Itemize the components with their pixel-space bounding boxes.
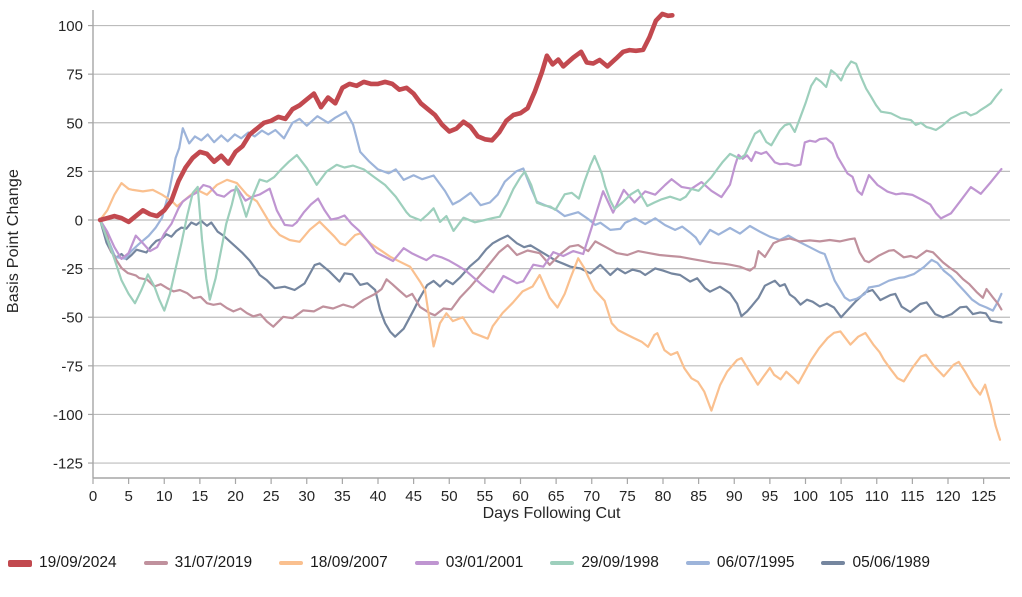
x-axis-title: Days Following Cut bbox=[482, 505, 621, 522]
x-tick-label: 85 bbox=[690, 488, 707, 505]
y-tick-label: 0 bbox=[75, 213, 83, 230]
x-tick-label: 70 bbox=[583, 488, 600, 505]
chart-legend: 19/09/2024 31/07/2019 18/09/2007 03/01/2001… bbox=[8, 554, 1022, 572]
legend-swatch-icon bbox=[550, 561, 575, 565]
legend-label: 31/07/2019 bbox=[174, 554, 253, 571]
legend-item-18/09/2007: 18/09/2007 bbox=[279, 554, 388, 572]
x-tick-label: 120 bbox=[935, 488, 960, 505]
legend-swatch-icon bbox=[414, 561, 439, 565]
legend-swatch-icon bbox=[279, 561, 304, 565]
x-tick-label: 75 bbox=[619, 488, 636, 505]
y-axis-tick-labels: 100 75 50 25 0 -25 -50 -75 -100 -125 bbox=[53, 18, 83, 472]
x-tick-label: 65 bbox=[548, 488, 565, 505]
x-tick-label: 105 bbox=[829, 488, 854, 505]
series-line-29/09/1998 bbox=[98, 60, 1003, 312]
x-tick-label: 20 bbox=[227, 488, 244, 505]
y-tick-label: -125 bbox=[53, 456, 83, 473]
x-tick-label: 45 bbox=[405, 488, 422, 505]
legend-label: 19/09/2024 bbox=[39, 554, 117, 571]
series-line-19/09/2024 bbox=[97, 11, 675, 225]
x-tick-label: 5 bbox=[124, 488, 132, 505]
x-tick-label: 110 bbox=[865, 488, 889, 505]
legend-item-31/07/2019: 31/07/2019 bbox=[143, 554, 253, 572]
legend-label: 05/06/1989 bbox=[852, 554, 931, 571]
x-tick-label: 25 bbox=[263, 488, 280, 505]
x-tick-label: 90 bbox=[726, 488, 743, 505]
y-tick-label: -25 bbox=[61, 261, 83, 278]
y-tick-label: 75 bbox=[66, 67, 83, 84]
x-axis-tick-labels: 0 5 10 15 20 25 30 35 40 45 50 55 60 65 70 75 80 85 90 95 10… bbox=[89, 488, 996, 505]
y-tick-label: -50 bbox=[61, 310, 83, 327]
x-tick-label: 10 bbox=[156, 488, 173, 505]
x-tick-label: 80 bbox=[655, 488, 672, 505]
x-tick-label: 115 bbox=[900, 488, 924, 505]
x-tick-label: 35 bbox=[334, 488, 351, 505]
legend-item-05/06/1989: 05/06/1989 bbox=[821, 554, 930, 572]
legend-label: 03/01/2001 bbox=[445, 554, 524, 571]
axes bbox=[92, 10, 1010, 484]
line-chart-plot: 100 75 50 25 0 -25 -50 -75 -100 -125 0 5 10 15 20 25 30 3… bbox=[53, 10, 1010, 505]
x-tick-label: 40 bbox=[370, 488, 387, 505]
legend-item-19/09/2024: 19/09/2024 bbox=[8, 554, 117, 572]
x-tick-label: 60 bbox=[512, 488, 529, 505]
legend-label: 29/09/1998 bbox=[581, 554, 659, 571]
series-line-03/01/2001 bbox=[98, 137, 1003, 294]
legend-swatch-icon bbox=[685, 561, 710, 565]
series-line-31/07/2019 bbox=[98, 218, 1003, 328]
legend-item-06/07/1995: 06/07/1995 bbox=[685, 554, 795, 572]
series-line-05/06/1989 bbox=[98, 218, 1003, 338]
y-tick-label: 50 bbox=[66, 115, 83, 132]
legend-label: 06/07/1995 bbox=[716, 554, 795, 571]
x-tick-label: 55 bbox=[477, 488, 494, 505]
x-tick-label: 125 bbox=[971, 488, 996, 505]
gridlines bbox=[88, 24, 1010, 464]
x-tick-label: 0 bbox=[89, 488, 97, 505]
series-line-18/09/2007 bbox=[98, 178, 1002, 441]
x-tick-label: 30 bbox=[298, 488, 315, 505]
legend-swatch-icon bbox=[821, 561, 846, 565]
series-line-06/07/1995 bbox=[98, 110, 1003, 312]
x-tick-label: 50 bbox=[441, 488, 458, 505]
legend-item-03/01/2001: 03/01/2001 bbox=[414, 554, 524, 572]
legend-swatch-icon bbox=[143, 561, 168, 565]
series-lines bbox=[97, 11, 1003, 441]
y-tick-label: -75 bbox=[61, 358, 83, 375]
legend-label: 18/09/2007 bbox=[310, 554, 388, 571]
x-tick-label: 95 bbox=[762, 488, 779, 505]
x-tick-label: 100 bbox=[793, 488, 818, 505]
legend-item-29/09/1998: 29/09/1998 bbox=[550, 554, 659, 572]
y-tick-label: 100 bbox=[58, 18, 83, 35]
y-tick-label: -100 bbox=[53, 407, 83, 424]
legend-swatch-icon bbox=[8, 559, 32, 567]
y-tick-label: 25 bbox=[66, 164, 83, 181]
y-axis-title: Basis Point Change bbox=[5, 168, 22, 314]
x-tick-label: 15 bbox=[192, 488, 209, 505]
